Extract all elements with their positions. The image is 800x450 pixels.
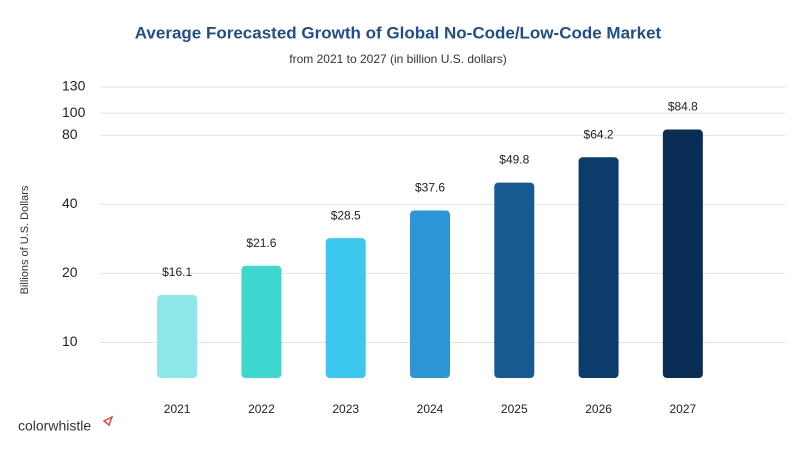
bar [662,129,703,378]
bar [410,210,450,378]
bar [157,295,198,378]
value-label: $21.6 [246,236,276,250]
y-tick-label: 20 [62,264,78,280]
x-tick-label: 2025 [501,402,528,416]
logo: colorwhistle [18,418,91,434]
y-tick-label: 130 [62,78,86,94]
y-tick-label: 100 [62,104,86,120]
value-label: $49.8 [499,153,529,167]
x-tick-label: 2022 [248,402,275,416]
value-label: $28.5 [331,208,361,222]
bar [578,157,619,378]
x-tick-label: 2024 [417,402,444,416]
value-label: $84.8 [668,100,698,114]
y-axis-label: Billions of U.S. Dollars [19,185,31,294]
chart-title: Average Forecasted Growth of Global No-C… [135,23,662,42]
logo-icon [102,415,114,427]
value-label: $37.6 [415,181,445,195]
value-label: $16.1 [162,265,192,279]
x-tick-label: 2027 [670,402,697,416]
y-tick-label: 10 [62,333,78,349]
value-label: $64.2 [584,127,614,141]
bar [494,182,535,378]
y-tick-label: 80 [62,126,78,142]
bar [241,265,282,378]
x-tick-label: 2026 [585,402,612,416]
y-tick-label: 40 [62,195,78,211]
x-tick-label: 2023 [332,402,359,416]
x-tick-label: 2021 [164,402,191,416]
chart-subtitle: from 2021 to 2027 (in billion U.S. dolla… [289,52,506,66]
bar [325,238,366,378]
